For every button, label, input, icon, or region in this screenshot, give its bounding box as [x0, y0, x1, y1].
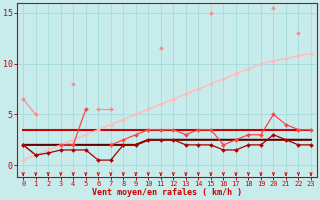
X-axis label: Vent moyen/en rafales ( km/h ): Vent moyen/en rafales ( km/h ) — [92, 188, 242, 197]
